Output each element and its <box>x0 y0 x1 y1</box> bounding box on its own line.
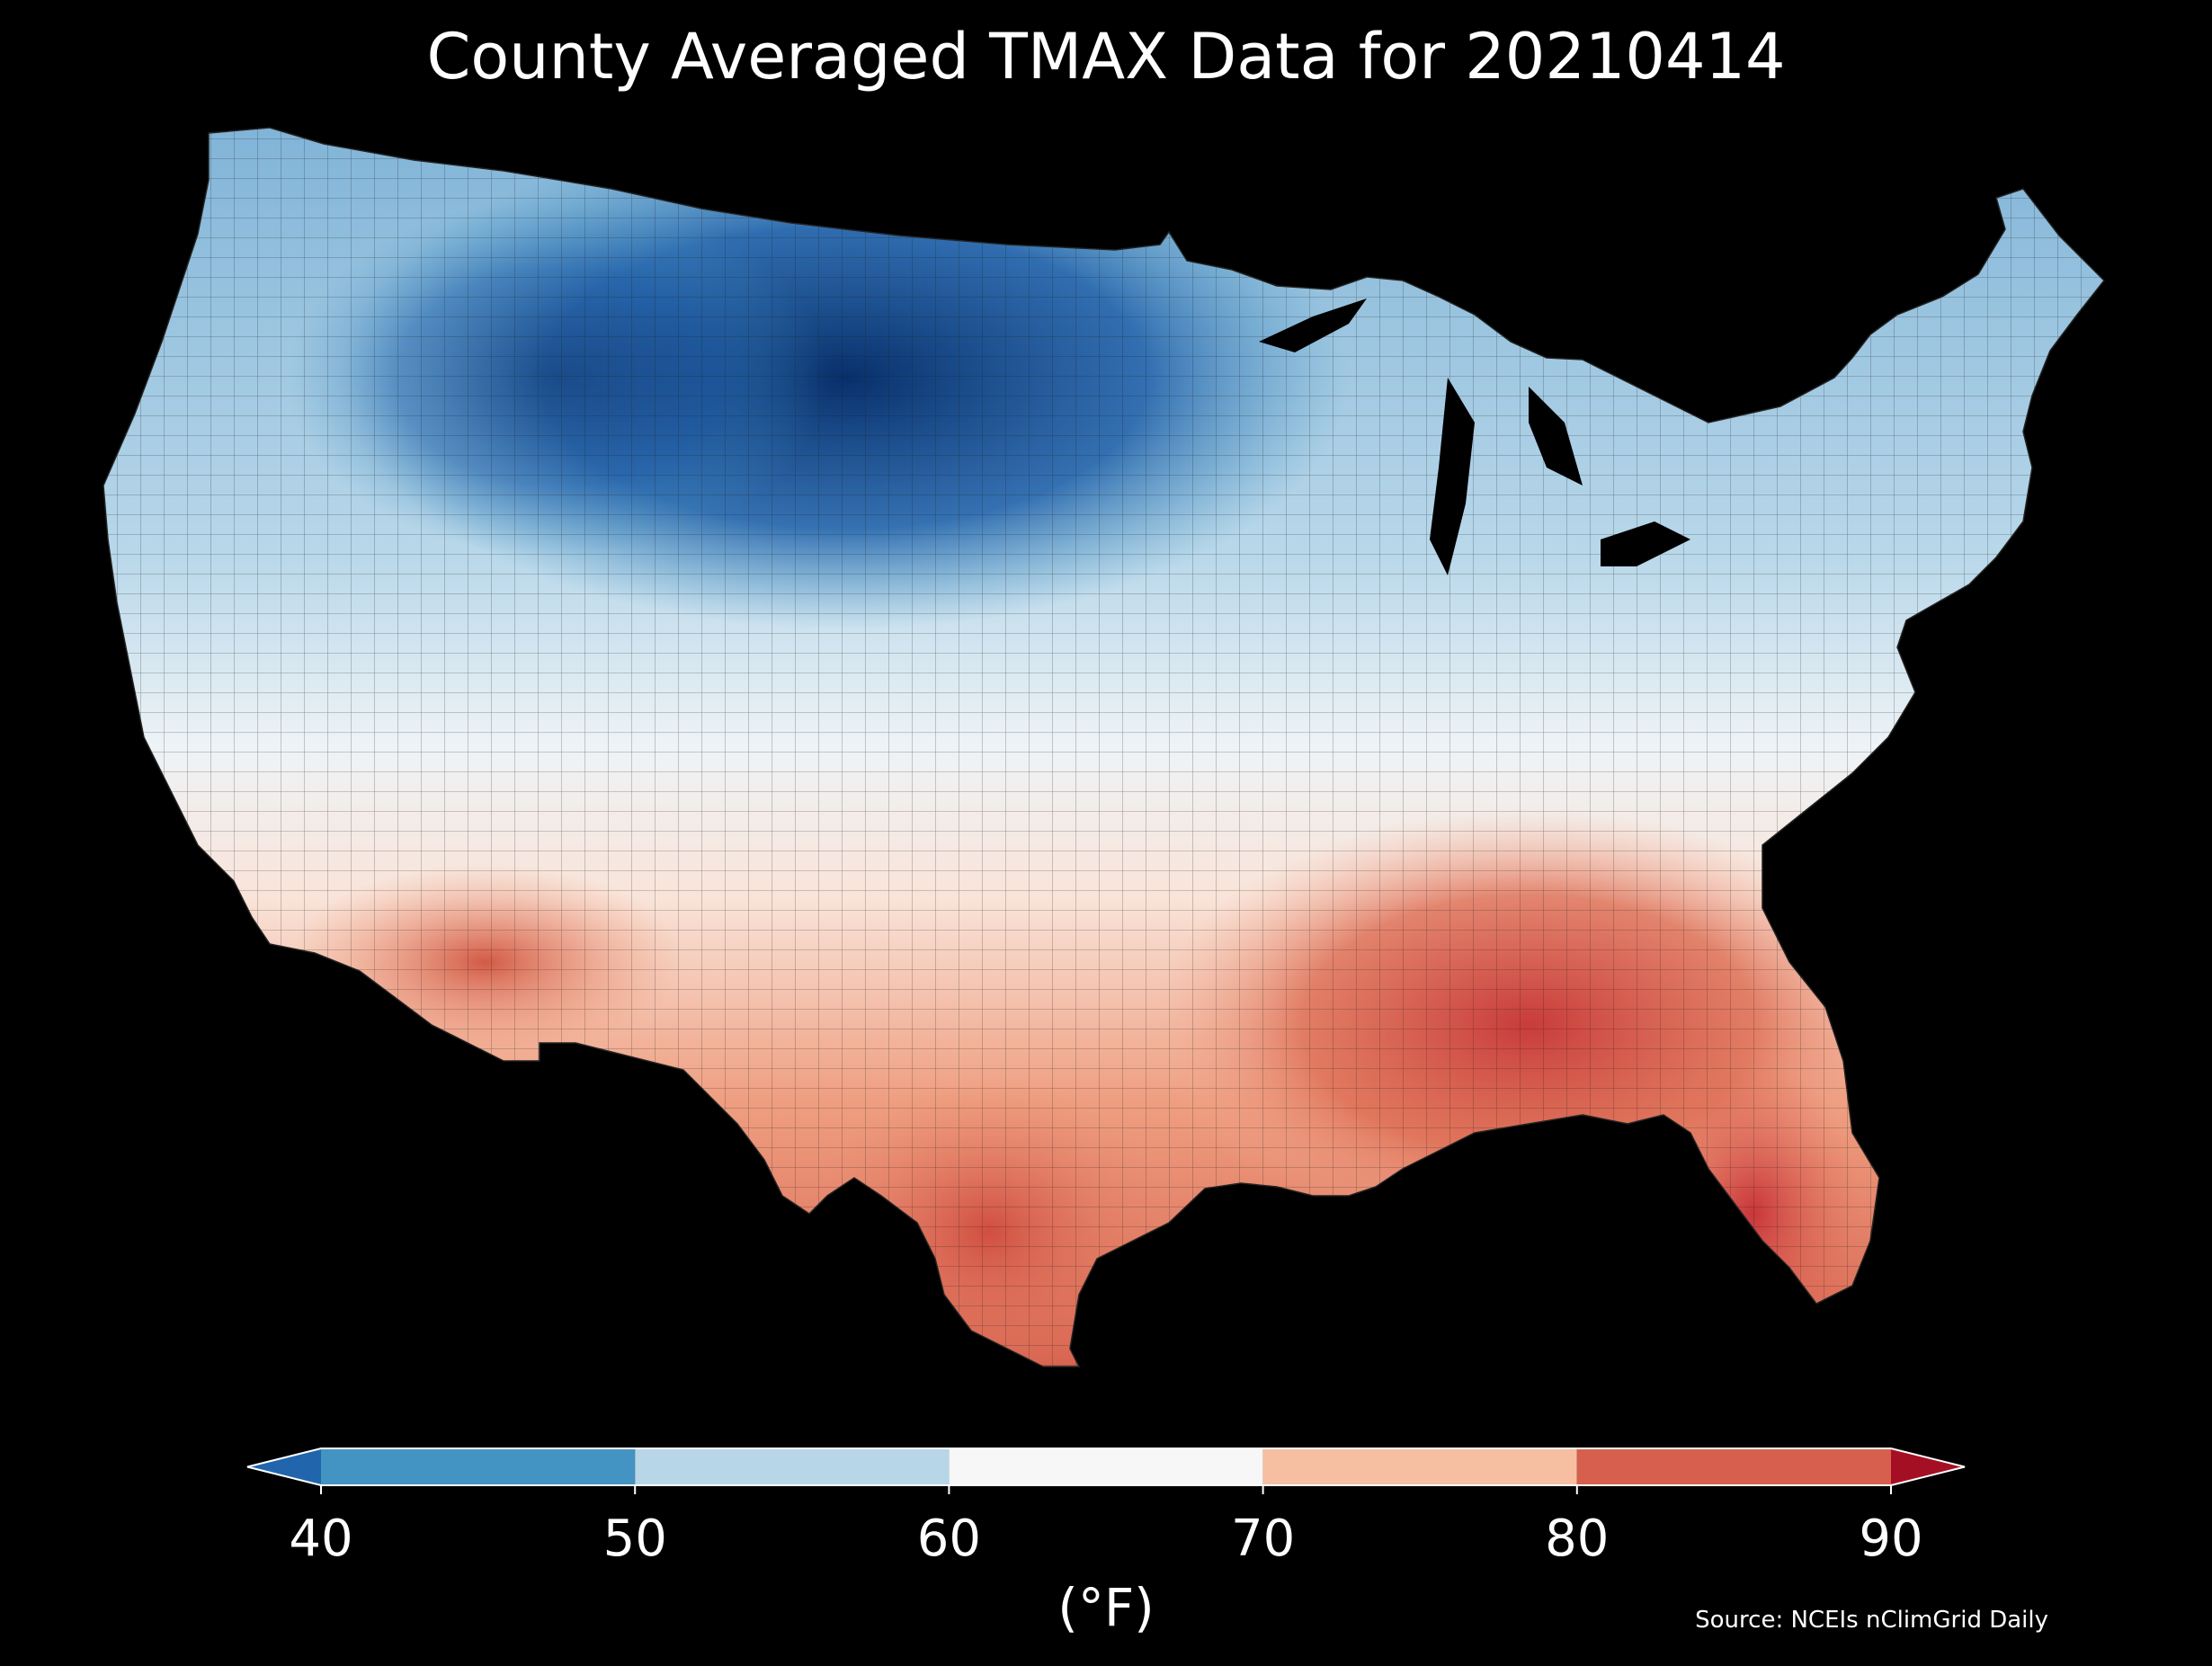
colorbar-tick-label: 50 <box>603 1510 667 1568</box>
map-title: County Averaged TMAX Data for 20210414 <box>426 20 1786 94</box>
colorbar-tick-label: 90 <box>1859 1510 1922 1568</box>
colorbar-bin-40-50 <box>321 1448 636 1485</box>
colorbar-bin-50-60 <box>635 1448 950 1485</box>
colorbar-bin-60-70 <box>949 1448 1263 1485</box>
colorbar-tick-label: 80 <box>1545 1510 1609 1568</box>
colorbar-extend-low <box>247 1448 321 1485</box>
colorbar-tick-label: 60 <box>917 1510 981 1568</box>
colorbar-bin-80-90 <box>1576 1448 1891 1485</box>
colorbar-tick-label: 70 <box>1231 1510 1295 1568</box>
colorbar-tick-label: 40 <box>289 1510 352 1568</box>
colorbar-units-label: (°F) <box>1057 1577 1155 1638</box>
colorbar-extend-high <box>1891 1448 1965 1485</box>
source-credit: Source: NCEIs nClimGrid Daily <box>1695 1607 2048 1634</box>
colorbar-bin-70-80 <box>1262 1448 1577 1485</box>
great-lakes <box>1259 298 1690 575</box>
